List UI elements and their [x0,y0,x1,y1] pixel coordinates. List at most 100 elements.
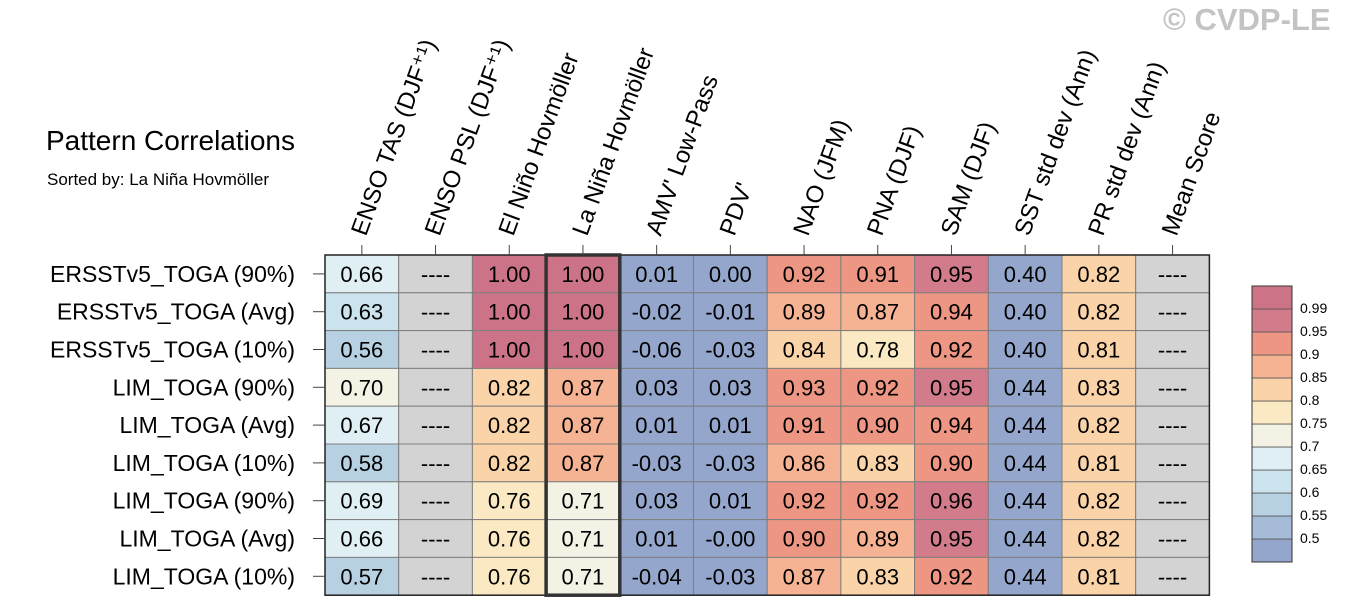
cell-value: -0.06 [632,338,682,363]
cell-value: ---- [1158,300,1187,325]
cell-value: 0.82 [488,375,531,400]
heatmap-cells: 0.66 ---- 1.00 1.00 0.01 0.00 0.92 0.91 0.95 0.40… [324,253,1211,597]
heatmap-cell [1135,556,1210,596]
chart-subtitle: Sorted by: La Niña Hovmöller [47,170,270,189]
cell-value: ---- [1158,564,1187,589]
chart-title: Pattern Correlations [46,125,296,156]
cell-value: ---- [421,527,450,552]
heatmap-cell [987,405,1063,445]
heatmap-cell [987,481,1063,521]
cell-value: 0.82 [1077,527,1120,552]
heatmap-cell [1061,556,1137,596]
heatmap-cell [1061,481,1137,521]
heatmap-cell [1061,367,1137,407]
cell-value: 0.56 [340,338,383,363]
cell-value: 0.90 [783,527,826,552]
cell-value: -0.02 [632,300,682,325]
colorbar-swatch [1251,331,1293,356]
cell-value: 0.87 [562,413,605,438]
cell-value: ---- [421,300,450,325]
heatmap-cell [619,481,694,521]
cell-value: 0.95 [930,527,973,552]
cell-value: ---- [1158,527,1187,552]
column-label: NAO (JFM) [788,116,855,239]
cell-value: 0.01 [635,262,678,287]
cell-value: 0.90 [930,451,973,476]
colorbar-swatch [1251,446,1293,471]
colorbar-label: 0.85 [1300,369,1327,385]
cell-value: 1.00 [488,300,531,325]
heatmap-cell [693,556,768,596]
column-label: SST std dev (Ann) [1009,46,1101,239]
cell-value: 0.87 [856,300,899,325]
cell-value: 0.82 [1077,489,1120,514]
heatmap-cell [840,254,916,294]
colorbar-label: 0.7 [1300,438,1320,454]
heatmap-cell [1135,519,1210,558]
cell-value: -0.00 [705,527,755,552]
cell-value: 0.44 [1004,527,1047,552]
cell-value: 0.44 [1004,489,1047,514]
cell-value: 0.87 [562,375,605,400]
column-label: AMV' Low-Pass [641,71,724,239]
cell-value: 0.71 [562,527,605,552]
cell-value: 0.57 [340,564,383,589]
heatmap-cell [1135,254,1210,294]
heatmap-cell [398,443,473,483]
column-label: PNA (DJF) [862,122,927,239]
colorbar-label: 0.99 [1300,300,1327,316]
colorbar-swatch [1251,492,1293,517]
cell-value: ---- [1158,338,1187,363]
cell-value: 0.01 [709,413,752,438]
heatmap-cell [545,556,621,596]
row-label: ERSSTv5_TOGA (90%) [50,261,295,287]
heatmap-cell [619,519,694,558]
cell-value: 0.44 [1004,375,1047,400]
cell-value: 0.40 [1004,338,1047,363]
cell-value: 0.81 [1077,451,1120,476]
cell-value: 0.82 [1077,413,1120,438]
cell-value: ---- [421,564,450,589]
cell-value: 0.94 [930,413,973,438]
cell-value: 0.95 [930,375,973,400]
heatmap-cell [693,367,768,407]
cell-value: 0.67 [340,413,383,438]
cell-value: ---- [421,451,450,476]
cell-value: -0.03 [705,338,755,363]
cell-value: 0.96 [930,489,973,514]
heatmap-cell [398,367,473,407]
heatmap-cell [398,481,473,521]
heatmap-cell [545,519,621,558]
cell-value: 0.03 [635,375,678,400]
cell-value: -0.01 [705,300,755,325]
heatmap-cell [619,405,694,445]
cell-value: 0.92 [930,564,973,589]
colorbar-swatch [1251,400,1293,425]
heatmap-cell [324,330,400,369]
cell-value: ---- [421,375,450,400]
cell-value: 0.95 [930,262,973,287]
cell-value: 0.78 [856,338,899,363]
colorbar-label: 0.95 [1300,323,1327,339]
cell-value: 0.91 [783,413,826,438]
cell-value: 0.58 [340,451,383,476]
heatmap-cell [324,405,400,445]
heatmap-cell [324,443,400,483]
cell-value: 0.92 [856,489,899,514]
heatmap-cell [914,292,989,332]
heatmap-cell [766,292,842,332]
column-label: La Niña Hovmöller [567,44,660,239]
heatmap-cell [619,443,694,483]
cell-value: 0.89 [856,527,899,552]
heatmap-cell [987,519,1063,558]
cell-value: 0.87 [783,564,826,589]
heatmap-cell [840,519,916,558]
cell-value: 0.40 [1004,300,1047,325]
colorbar-swatch [1251,515,1293,540]
cell-value: -0.04 [632,564,682,589]
cell-value: 0.84 [783,338,826,363]
cell-value: 0.81 [1077,338,1120,363]
cell-value: 0.93 [783,375,826,400]
heatmap-cell [1135,330,1210,369]
